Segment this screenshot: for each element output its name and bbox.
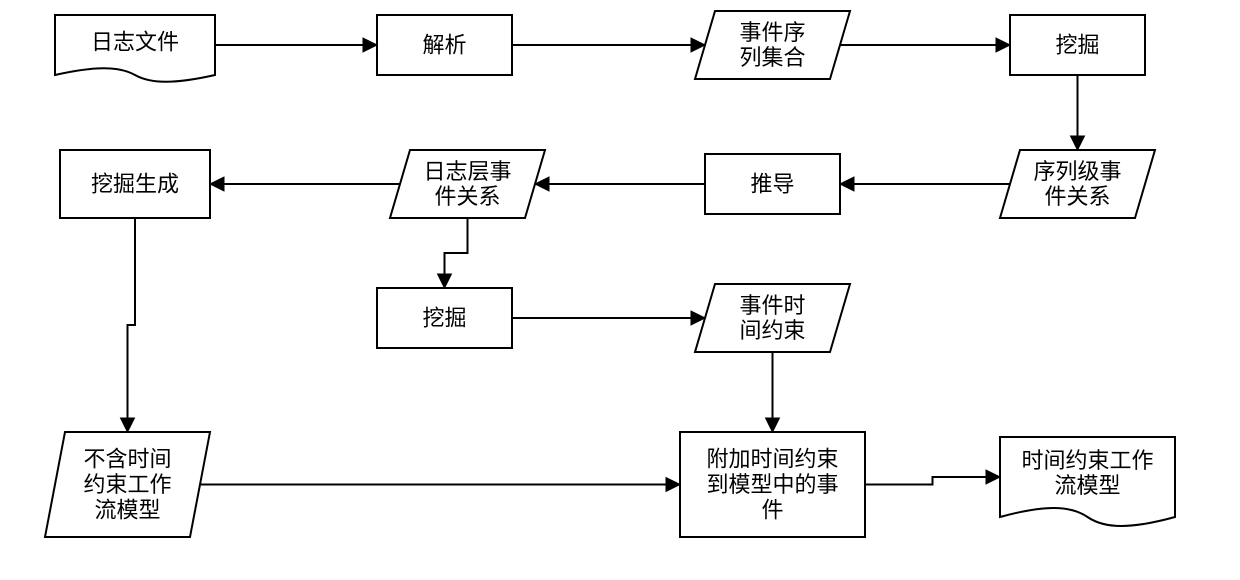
node-n1-label-line-0: 日志文件 <box>91 30 179 55</box>
node-n11-label-line-1: 约束工作 <box>83 472 171 497</box>
edge-n7-n9-arrowhead <box>438 274 452 288</box>
node-n13-label-line-1: 流模型 <box>1054 473 1120 498</box>
node-n11-label-line-0: 不含时间 <box>83 447 171 472</box>
node-n12-label-line-0: 附加时间约束 <box>706 447 838 472</box>
node-n5-label-line-0: 序列级事 <box>1033 159 1121 184</box>
edge-n1-n2-arrowhead <box>363 38 377 52</box>
node-n12-label-line-2: 件 <box>761 497 783 522</box>
node-n6-label-line-0: 推导 <box>750 172 794 197</box>
node-n9-label-line-0: 挖掘 <box>422 306 466 331</box>
node-n7-label-line-1: 件关系 <box>434 184 500 209</box>
edge-n11-n12-arrowhead <box>666 478 680 492</box>
node-n3-label-line-1: 列集合 <box>739 45 805 70</box>
node-n8-label-line-0: 挖掘生成 <box>91 172 179 197</box>
node-n5-label-line-1: 件关系 <box>1044 184 1110 209</box>
edge-n7-n8-arrowhead <box>210 177 224 191</box>
edge-n12-n13 <box>865 477 992 485</box>
node-n4-label-line-0: 挖掘 <box>1055 33 1099 58</box>
node-n10-label-line-1: 间约束 <box>739 318 805 343</box>
node-n11-label-line-2: 流模型 <box>94 497 160 522</box>
node-n12-label-line-1: 到模型中的事 <box>706 472 838 497</box>
edge-n10-n12-arrowhead <box>766 418 780 432</box>
edge-n7-n9 <box>445 218 468 280</box>
flowchart-canvas: 日志文件解析事件序列集合挖掘序列级事件关系推导日志层事件关系挖掘生成挖掘事件时间… <box>0 0 1240 580</box>
node-n7-label-line-0: 日志层事 <box>423 159 511 184</box>
node-n2-label-line-0: 解析 <box>422 33 466 58</box>
edge-n8-n11-arrowhead <box>121 418 135 432</box>
edge-n3-n4-arrowhead <box>996 38 1010 52</box>
node-n13-label-line-0: 时间约束工作 <box>1021 448 1153 473</box>
edge-n8-n11 <box>128 218 136 424</box>
edge-n12-n13-arrowhead <box>986 470 1000 484</box>
edge-n4-n5-arrowhead <box>1071 136 1085 150</box>
edge-n5-n6-arrowhead <box>840 177 854 191</box>
node-n10-label-line-0: 事件时 <box>739 293 805 318</box>
node-n3-label-line-0: 事件序 <box>739 20 805 45</box>
